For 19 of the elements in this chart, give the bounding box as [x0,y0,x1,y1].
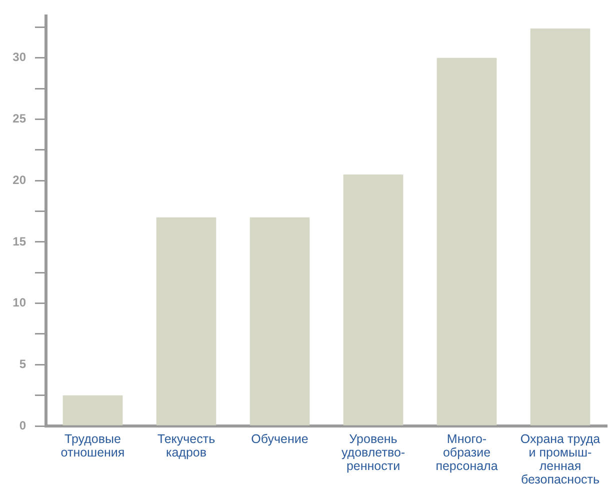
bar [62,395,123,426]
bar [436,58,497,426]
bar [343,174,404,426]
y-tick-label: 0 [19,418,26,432]
x-tick-label: Охрана труда и промыш- ленная безопасность [520,432,600,487]
x-tick-label: Трудовые отношения [60,432,125,460]
bar [530,28,590,426]
y-tick-label: 15 [12,234,26,248]
y-tick-label: 25 [12,112,26,126]
x-tick-label: Много- образие персонала [436,432,498,474]
bar [156,217,216,426]
x-tick-label: Обучение [251,432,308,446]
y-tick-label: 20 [12,172,26,187]
x-tick-label: Текучесть кадров [157,432,216,460]
y-tick-label: 5 [19,356,26,371]
x-tick-label: Уровень удовлетво- ренности [341,432,406,474]
y-tick-label: 10 [12,296,26,310]
y-tick-label: 30 [12,50,26,64]
bar [250,217,310,426]
